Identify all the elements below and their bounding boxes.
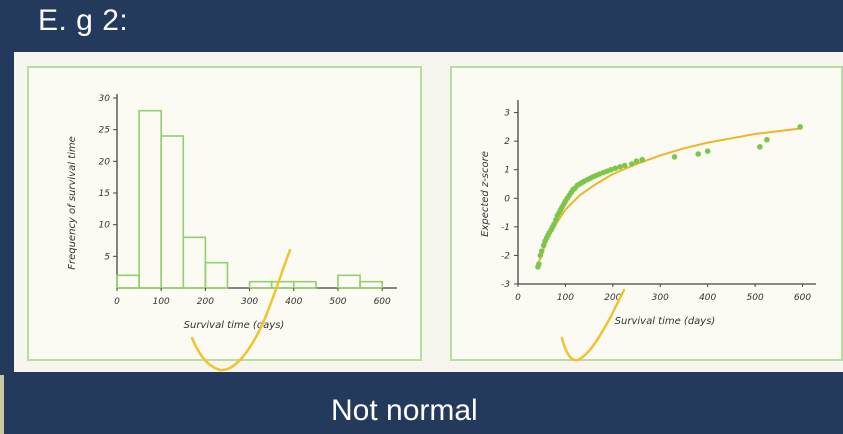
histogram-bar-1 [138,109,162,289]
y-tick-label: 10 [99,221,111,231]
data-point-36 [612,165,619,172]
y-tick-label: 25 [99,126,111,136]
bottom-bar [0,372,843,434]
histogram-bar-4 [204,261,229,289]
x-tick-label: 300 [652,293,669,303]
x-tick-label: 600 [374,297,391,307]
histogram-bar-10 [337,274,361,289]
histogram-bar-11 [359,280,383,289]
data-point-12 [553,216,559,223]
histogram-bar-0 [116,274,140,289]
x-tick-label: 100 [153,297,170,307]
y-tick-label: -2 [501,251,510,261]
x-tick-label: 400 [699,293,716,303]
data-point-37 [617,164,623,170]
y-axis-title: Frequency of survival time [67,136,78,270]
data-point-11 [551,221,557,227]
histogram-bar-8 [292,280,317,289]
data-point-42 [671,154,678,160]
data-point-39 [629,161,635,167]
histogram-chart: 5 10 15 20 25 30 0 100 200 300 400 500 600 Survival t… [27,66,422,361]
left-accent-bar [0,375,4,434]
y-tick-label: 5 [104,252,110,262]
x-tick-label: 0 [114,297,120,307]
normal-reference-curve [536,127,803,268]
histogram-bar-7 [270,280,295,289]
y-tick-label: 30 [99,94,111,104]
conclusion-text: Not normal [331,394,478,427]
data-point-43 [695,151,701,157]
x-axis-title: Survival time (days) [184,320,285,331]
y-tick-label: 20 [99,157,111,167]
y-tick-label: 2 [504,137,510,147]
data-point-2 [537,252,544,259]
y-tick-label: 0 [504,194,510,204]
data-point-35 [608,166,614,173]
x-tick-label: 100 [557,293,574,303]
x-tick-label: 200 [604,293,621,303]
qq-plot-chart: -3 -2 -1 0 1 2 3 0 100 200 300 400 500 600 Survival ti… [450,66,843,361]
x-tick-label: 600 [794,293,811,303]
y-tick-label: 15 [99,189,111,199]
data-point-38 [621,162,628,169]
data-point-40 [633,158,640,164]
x-tick-label: 200 [197,297,214,307]
x-tick-label: 0 [515,293,521,303]
histogram-bar-6 [248,280,273,289]
y-tick-label: 3 [504,109,510,119]
x-tick-label: 500 [747,293,764,303]
slide-title: E. g 2: [38,4,129,37]
data-point-46 [764,136,770,143]
data-point-45 [757,144,763,150]
x-tick-label: 300 [241,297,258,307]
data-point-4 [540,242,547,249]
histogram-bar-3 [182,236,207,289]
y-axis-title: Expected z-score [480,151,491,237]
y-tick-label: -3 [501,280,510,290]
y-tick-label: 1 [504,166,510,176]
x-axis-title: Survival time (days) [615,316,716,327]
histogram-bar-2 [160,135,185,289]
data-point-3 [538,248,545,254]
qq-plot-svg: -3 -2 -1 0 1 2 3 0 100 200 300 400 500 600 Survival ti… [480,100,816,327]
x-tick-label: 400 [285,297,302,307]
x-tick-label: 500 [329,297,346,307]
data-point-44 [704,148,711,154]
data-point-1 [536,261,542,267]
data-point-47 [797,124,803,130]
data-point-41 [639,156,646,163]
y-tick-label: -1 [501,223,510,233]
